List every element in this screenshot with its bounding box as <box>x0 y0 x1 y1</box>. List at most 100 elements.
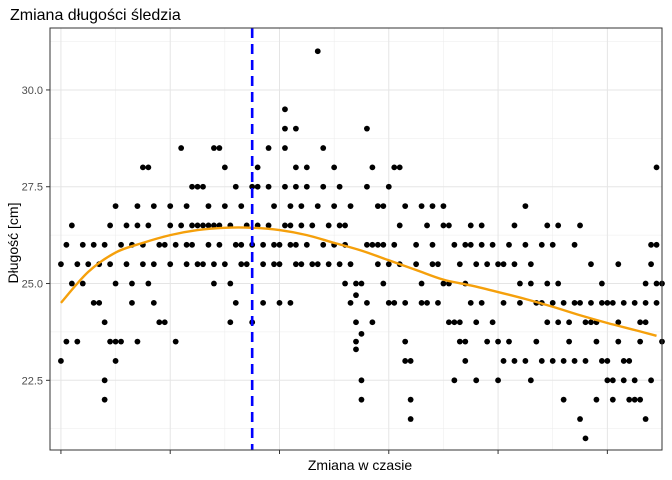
data-point <box>189 241 195 248</box>
data-point <box>549 358 556 364</box>
data-point <box>577 299 583 306</box>
data-point <box>451 319 458 326</box>
data-point <box>473 261 480 268</box>
data-point <box>462 241 469 248</box>
panel-border <box>49 27 663 451</box>
data-point <box>112 203 119 209</box>
data-point <box>145 280 152 287</box>
data-point <box>58 261 64 268</box>
data-point <box>232 183 239 190</box>
data-point <box>418 203 425 209</box>
data-point <box>495 338 501 345</box>
data-point <box>353 338 359 345</box>
data-point <box>101 396 108 403</box>
data-point <box>424 222 430 229</box>
data-point <box>172 338 179 345</box>
data-point <box>200 222 206 229</box>
data-point <box>522 241 529 248</box>
data-point <box>429 241 436 248</box>
data-point <box>642 319 649 326</box>
data-point <box>238 261 245 268</box>
data-point <box>588 299 594 306</box>
data-point <box>407 396 414 403</box>
data-point <box>342 222 348 229</box>
data-point <box>374 203 381 209</box>
data-point <box>517 299 523 306</box>
data-point <box>189 222 195 229</box>
data-point <box>167 222 174 229</box>
data-point <box>221 261 228 268</box>
data-point <box>353 319 359 326</box>
data-point <box>63 338 70 345</box>
data-point <box>495 377 501 384</box>
data-point <box>456 338 463 345</box>
data-point <box>489 241 496 248</box>
data-point <box>571 241 578 248</box>
data-point <box>522 203 529 209</box>
data-point <box>161 241 168 248</box>
data-point <box>440 203 447 209</box>
data-point <box>582 358 589 364</box>
data-point <box>407 358 414 364</box>
data-point <box>495 261 501 268</box>
data-point <box>227 319 234 326</box>
data-point <box>582 319 589 326</box>
data-point <box>265 145 272 151</box>
data-point <box>467 241 474 248</box>
data-point <box>292 164 299 171</box>
data-point <box>402 203 409 209</box>
y-tick-label: 25.0 <box>22 279 43 291</box>
data-point <box>648 241 654 248</box>
data-point <box>342 280 348 287</box>
data-point <box>615 319 622 326</box>
data-point <box>287 203 294 209</box>
data-point <box>325 222 332 229</box>
data-point <box>489 319 496 326</box>
data-point <box>429 203 436 209</box>
data-point <box>435 261 441 268</box>
data-point <box>309 222 316 229</box>
data-point <box>620 358 627 364</box>
data-point <box>156 241 163 248</box>
data-point <box>500 358 507 364</box>
data-point <box>440 280 447 287</box>
data-point <box>358 396 365 403</box>
data-point <box>462 358 469 364</box>
data-point <box>129 280 135 287</box>
data-point <box>609 299 616 306</box>
data-point <box>353 280 359 287</box>
data-point <box>598 358 605 364</box>
data-point <box>364 183 370 190</box>
data-point <box>298 222 305 229</box>
data-point <box>566 338 573 345</box>
data-point <box>369 241 376 248</box>
grid-minor <box>50 28 662 450</box>
data-point <box>221 203 228 209</box>
data-point <box>364 299 370 306</box>
data-point <box>544 319 551 326</box>
data-point <box>112 358 119 364</box>
data-point <box>74 261 81 268</box>
data-point <box>653 241 660 248</box>
data-point <box>533 338 540 345</box>
data-point <box>254 164 261 171</box>
data-point <box>402 299 409 306</box>
data-point <box>189 183 195 190</box>
data-point <box>271 241 277 248</box>
data-point <box>271 203 277 209</box>
data-point <box>292 241 299 248</box>
data-point <box>254 183 261 190</box>
data-point <box>292 261 299 268</box>
data-point <box>478 241 485 248</box>
data-point <box>282 106 288 113</box>
data-point <box>396 164 403 171</box>
data-point <box>358 377 365 384</box>
data-point <box>331 164 338 171</box>
data-point <box>232 241 239 248</box>
data-point <box>232 299 239 306</box>
data-point <box>577 416 583 422</box>
data-point <box>527 261 534 268</box>
data-point <box>276 299 283 306</box>
data-point <box>172 241 179 248</box>
